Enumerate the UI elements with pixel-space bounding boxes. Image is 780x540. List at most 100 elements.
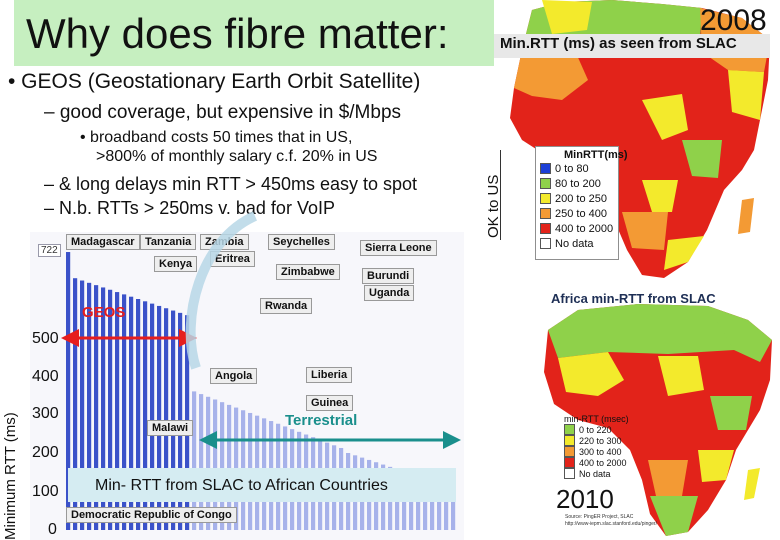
map-2008-legend-swatch — [540, 178, 551, 189]
map-2010-legend-swatch — [564, 435, 575, 446]
rtt-bar — [192, 391, 197, 530]
map-2008-legend-item: 400 to 2000 — [540, 221, 618, 236]
country-rwanda: Rwanda — [260, 298, 313, 314]
map-2008-legend-item: 0 to 80 — [540, 161, 618, 176]
map-2008-legend-swatch — [540, 223, 551, 234]
rtt-bar — [94, 285, 99, 530]
bullet-delays: – & long delays min RTT > 450ms easy to … — [44, 174, 418, 218]
rtt-bar — [416, 476, 421, 530]
map-2010-legend-label: 400 to 2000 — [579, 457, 627, 468]
value-722: 722 — [38, 244, 61, 257]
map-2008-legend-title: MinRTT(ms) — [564, 149, 628, 161]
rtt-bar — [423, 478, 428, 530]
country-sierra-leone: Sierra Leone — [360, 240, 437, 256]
title-background — [14, 0, 494, 66]
map-2010-legend-swatch — [564, 446, 575, 457]
rtt-bar — [213, 399, 218, 530]
map-2008-legend-item: No data — [540, 236, 618, 251]
map-2008-legend-label: No data — [555, 237, 594, 250]
terrestrial-label: Terrestrial — [285, 412, 358, 429]
y-tick-500: 500 — [32, 330, 59, 347]
map-2010-legend-swatch — [564, 424, 575, 435]
rtt-bar — [220, 402, 225, 530]
rtt-bar — [157, 305, 162, 530]
rtt-bar — [129, 296, 134, 530]
map-2008-legend-swatch — [540, 163, 551, 174]
map-2010-legend-label: 300 to 400 — [579, 446, 622, 457]
rtt-bar — [143, 301, 148, 530]
rtt-bar — [437, 483, 442, 530]
map-2008-legend-label: 80 to 200 — [555, 177, 601, 190]
map-2010-year: 2010 — [556, 484, 614, 514]
y-tick-100: 100 — [32, 483, 59, 500]
y-tick-300: 300 — [32, 405, 59, 422]
rtt-bar — [444, 485, 449, 530]
map-2008-legend-swatch — [540, 193, 551, 204]
country-madagascar: Madagascar — [66, 234, 140, 250]
country-kenya: Kenya — [154, 256, 198, 272]
rtt-bar — [101, 287, 106, 530]
map-2008-year: 2008 — [700, 4, 767, 37]
y-tick-400: 400 — [32, 368, 59, 385]
country-uganda: Uganda — [364, 285, 415, 301]
country-burundi: Burundi — [362, 268, 415, 284]
map-2010-source: Source: PingER Project, SLAC http://www-… — [565, 514, 657, 527]
map-2010-title: Africa min-RTT from SLAC — [551, 291, 716, 306]
map-2008-legend-item: 200 to 250 — [540, 191, 618, 206]
map-2010-legend-item: 0 to 220 — [564, 424, 640, 435]
rtt-bar — [66, 252, 71, 530]
country-angola: Angola — [210, 368, 258, 384]
rtt-bar — [115, 292, 120, 530]
caption-box — [68, 468, 456, 502]
map-2008-legend-label: 200 to 250 — [555, 192, 607, 205]
bullet-coverage: – good coverage, but expensive in $/Mbps — [44, 102, 402, 123]
country-guinea: Guinea — [306, 395, 354, 411]
chart-caption: Min- RTT from SLAC to African Countries — [95, 477, 388, 494]
rtt-bar — [87, 282, 92, 530]
country-eritrea: Eritrea — [210, 251, 255, 267]
map-2010-legend-item: 300 to 400 — [564, 446, 640, 457]
country-malawi: Malawi — [147, 420, 194, 436]
curved-pointer — [185, 211, 258, 370]
geos-label: GEOS — [82, 304, 126, 321]
rtt-bar — [122, 294, 127, 530]
map-2008-legend-item: 80 to 200 — [540, 176, 618, 191]
map-2010-legend-item: No data — [564, 468, 640, 479]
rtt-bar — [227, 404, 232, 530]
page-title: Why does fibre matter: — [26, 10, 449, 57]
y-tick-0: 0 — [48, 521, 57, 538]
country-zimbabwe: Zimbabwe — [276, 264, 340, 280]
map-2008-title: Min.RTT (ms) as seen from SLAC — [500, 35, 737, 52]
rtt-bar — [206, 396, 211, 530]
ok-to-us-divider — [500, 150, 501, 240]
map-2008-title-bar — [490, 34, 770, 58]
country-drc: Democratic Republic of Congo — [66, 507, 237, 523]
africa-map-2010 — [544, 304, 772, 536]
map-2008-legend-label: 250 to 400 — [555, 207, 607, 220]
rtt-bar — [136, 299, 141, 530]
map-2008-legend: MinRTT(ms) 0 to 80 80 to 200 200 to 250 250… — [535, 146, 628, 260]
rtt-bar — [199, 394, 204, 530]
y-tick-200: 200 — [32, 444, 59, 461]
map-2008-legend-item: 250 to 400 — [540, 206, 618, 221]
rtt-bar — [108, 289, 113, 530]
bullet-broadband-cost: • broadband costs 50 times that in US, >… — [80, 129, 378, 165]
map-2008-legend-swatch — [540, 208, 551, 219]
africa-map-2008 — [510, 0, 770, 278]
map-2010-legend-label: No data — [579, 468, 611, 479]
map-2008-legend-swatch — [540, 238, 551, 249]
map-2010-legend-label: 220 to 300 — [579, 435, 622, 446]
map-2008-legend-label: 0 to 80 — [555, 162, 589, 175]
bullet-geos: • GEOS (Geostationary Earth Orbit Satell… — [8, 70, 421, 93]
country-tanzania: Tanzania — [140, 234, 197, 250]
rtt-bar — [430, 480, 435, 530]
map-2008-legend-label: 400 to 2000 — [555, 222, 614, 235]
map-2010-legend-item: 220 to 300 — [564, 435, 640, 446]
rtt-bar — [73, 278, 78, 530]
country-liberia: Liberia — [306, 367, 353, 383]
map-2010-legend-title: min-RTT (msec) — [564, 414, 629, 424]
map-2010-legend-label: 0 to 220 — [579, 424, 612, 435]
map-2010-legend-swatch — [564, 457, 575, 468]
rtt-bar — [451, 487, 456, 530]
